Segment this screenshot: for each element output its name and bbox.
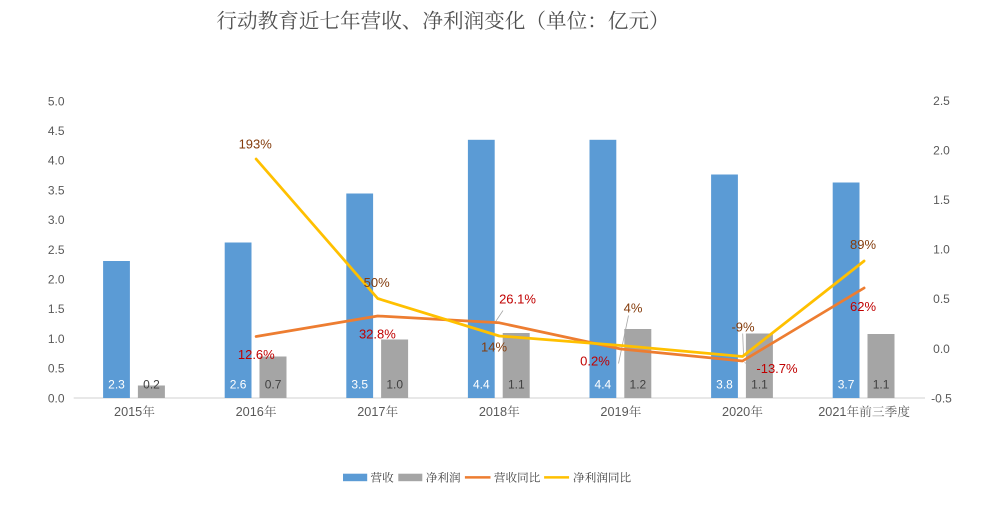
svg-text:3.0: 3.0 [48,213,65,227]
svg-text:2019: 2019 [600,405,628,419]
svg-text:4.4: 4.4 [473,377,490,391]
svg-text:2.3: 2.3 [108,377,125,391]
svg-text:2.0: 2.0 [933,144,950,158]
svg-text:4%: 4% [624,301,643,316]
svg-text:3.8: 3.8 [716,377,733,391]
svg-text:50%: 50% [364,275,390,290]
svg-text:0.0: 0.0 [48,391,65,405]
svg-text:-9%: -9% [731,319,755,334]
svg-text:193%: 193% [239,137,273,152]
svg-text:1.2: 1.2 [630,377,647,391]
svg-text:62%: 62% [850,299,876,314]
svg-text:12.6%: 12.6% [238,347,275,362]
svg-text:3.7: 3.7 [838,377,855,391]
svg-text:1.1: 1.1 [751,377,768,391]
svg-text:2017: 2017 [357,405,385,419]
svg-text:4.5: 4.5 [48,124,65,138]
svg-text:2015: 2015 [114,405,142,419]
svg-text:2.5: 2.5 [48,243,65,257]
svg-text:2021: 2021 [818,405,846,419]
svg-text:2016: 2016 [236,405,264,419]
svg-text:1.1: 1.1 [508,377,525,391]
svg-text:2.5: 2.5 [933,94,950,108]
svg-text:1.0: 1.0 [386,377,403,391]
svg-text:0.2%: 0.2% [580,354,610,369]
svg-text:1.0: 1.0 [48,332,65,346]
svg-text:89%: 89% [850,237,876,252]
svg-text:0.7: 0.7 [265,377,282,391]
svg-text:1.5: 1.5 [48,302,65,316]
svg-text:-13.7%: -13.7% [756,361,798,376]
svg-text:32.8%: 32.8% [359,327,396,342]
svg-text:5.0: 5.0 [48,94,65,108]
svg-text:2020: 2020 [722,405,750,419]
svg-text:0.5: 0.5 [933,292,950,306]
svg-text:0.2: 0.2 [143,377,160,391]
svg-text:1.0: 1.0 [933,243,950,257]
svg-text:1.5: 1.5 [933,193,950,207]
svg-text:1.1: 1.1 [873,377,890,391]
svg-text:3.5: 3.5 [351,377,368,391]
svg-text:2018: 2018 [479,405,507,419]
svg-text:2.6: 2.6 [230,377,247,391]
svg-text:14%: 14% [481,339,507,354]
svg-text:4.0: 4.0 [48,154,65,168]
svg-text:26.1%: 26.1% [499,291,536,306]
svg-text:0.0: 0.0 [933,342,950,356]
svg-text:4.4: 4.4 [595,377,612,391]
svg-text:2.0: 2.0 [48,273,65,287]
svg-text:0.5: 0.5 [48,362,65,376]
svg-text:3.5: 3.5 [48,183,65,197]
svg-text:-0.5: -0.5 [931,391,952,405]
